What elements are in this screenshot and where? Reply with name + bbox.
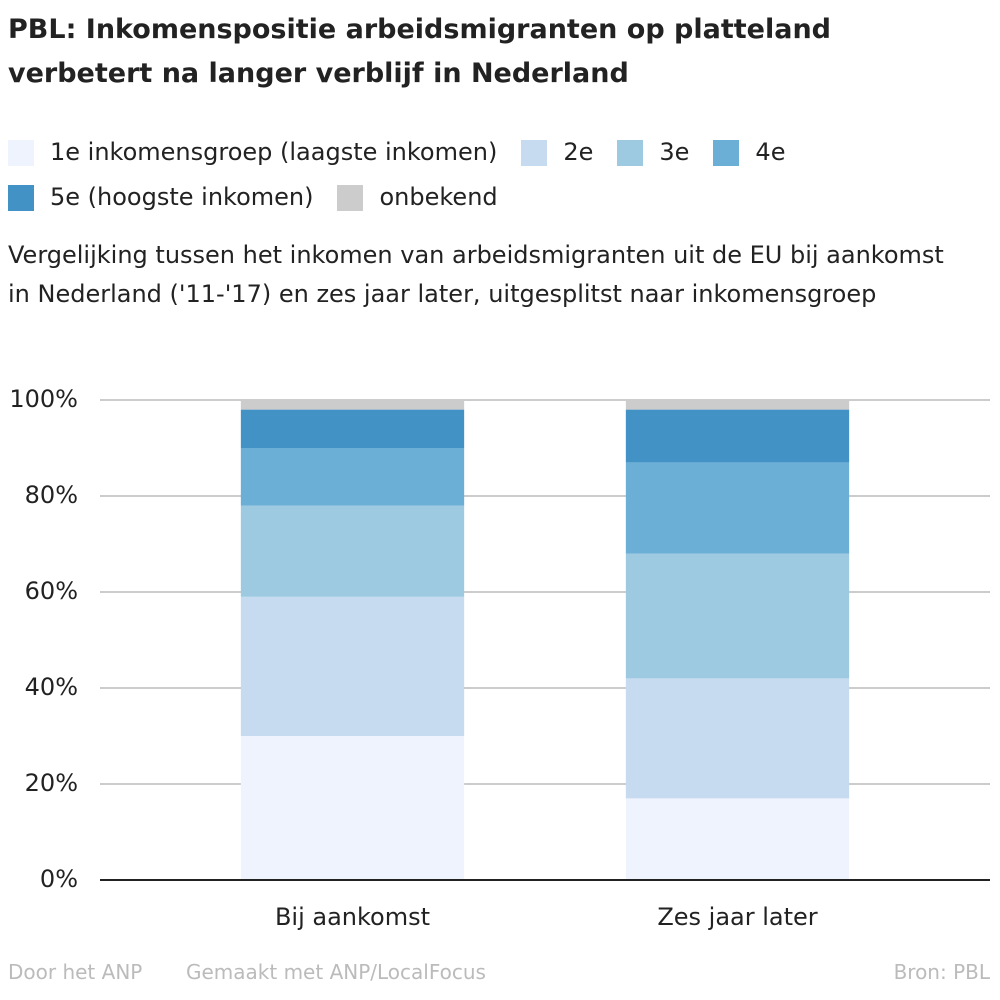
legend-swatch — [8, 184, 34, 211]
x-tick-label: Zes jaar later — [657, 903, 817, 931]
chart-title: PBL: Inkomenspositie arbeidsmigranten op… — [8, 14, 831, 89]
bar-segment — [625, 553, 850, 679]
y-tick-label: 100% — [9, 385, 78, 413]
legend-item: 5e (hoogste inkomen) — [8, 175, 313, 220]
y-tick-label: 20% — [25, 769, 78, 797]
chart-subtitle: Vergelijking tussen het inkomen van arbe… — [8, 241, 944, 308]
bar-segment — [240, 400, 465, 410]
legend-item: 2e — [521, 130, 593, 175]
legend-item: onbekend — [337, 175, 498, 220]
footer-tool: Gemaakt met ANP/LocalFocus — [186, 960, 486, 984]
footer-credit: Door het ANP — [8, 960, 143, 984]
legend-item: 4e — [713, 130, 785, 175]
legend-label: 5e (hoogste inkomen) — [50, 183, 314, 211]
bar-segment — [240, 448, 465, 506]
footer-source: Bron: PBL — [893, 960, 990, 984]
legend-label: 3e — [659, 138, 690, 166]
chart: 0% 20% 40% 60% 80% 100% Bij aankomst Zes jaar l… — [9, 385, 990, 931]
y-tick-label: 80% — [25, 481, 78, 509]
legend-item: 1e inkomensgroep (laagste inkomen) — [8, 130, 497, 175]
bar-segment — [240, 736, 465, 880]
legend-swatch — [521, 139, 548, 166]
legend-item: 3e — [617, 130, 689, 175]
legend-label: 1e inkomensgroep (laagste inkomen) — [50, 138, 498, 166]
bar-segment — [625, 798, 850, 880]
bar-segment — [240, 596, 465, 736]
legend-swatch — [337, 184, 364, 211]
legend-label: 2e — [563, 138, 594, 166]
y-tick-label: 0% — [40, 865, 78, 893]
legend: 1e inkomensgroep (laagste inkomen) 2e 3e 4e… — [8, 130, 908, 220]
legend-swatch — [617, 139, 644, 166]
y-tick-label: 40% — [25, 673, 78, 701]
bar-segment — [625, 409, 850, 463]
bar-segment — [625, 678, 850, 799]
x-tick-label: Bij aankomst — [275, 903, 430, 931]
bar-segment — [625, 462, 850, 554]
bar-segment — [240, 505, 465, 597]
bar-segment — [240, 409, 465, 448]
legend-swatch — [713, 139, 740, 166]
y-tick-label: 60% — [25, 577, 78, 605]
legend-label: 4e — [755, 138, 786, 166]
legend-swatch — [8, 139, 34, 166]
legend-label: onbekend — [379, 183, 498, 211]
bar-segment — [625, 400, 850, 410]
